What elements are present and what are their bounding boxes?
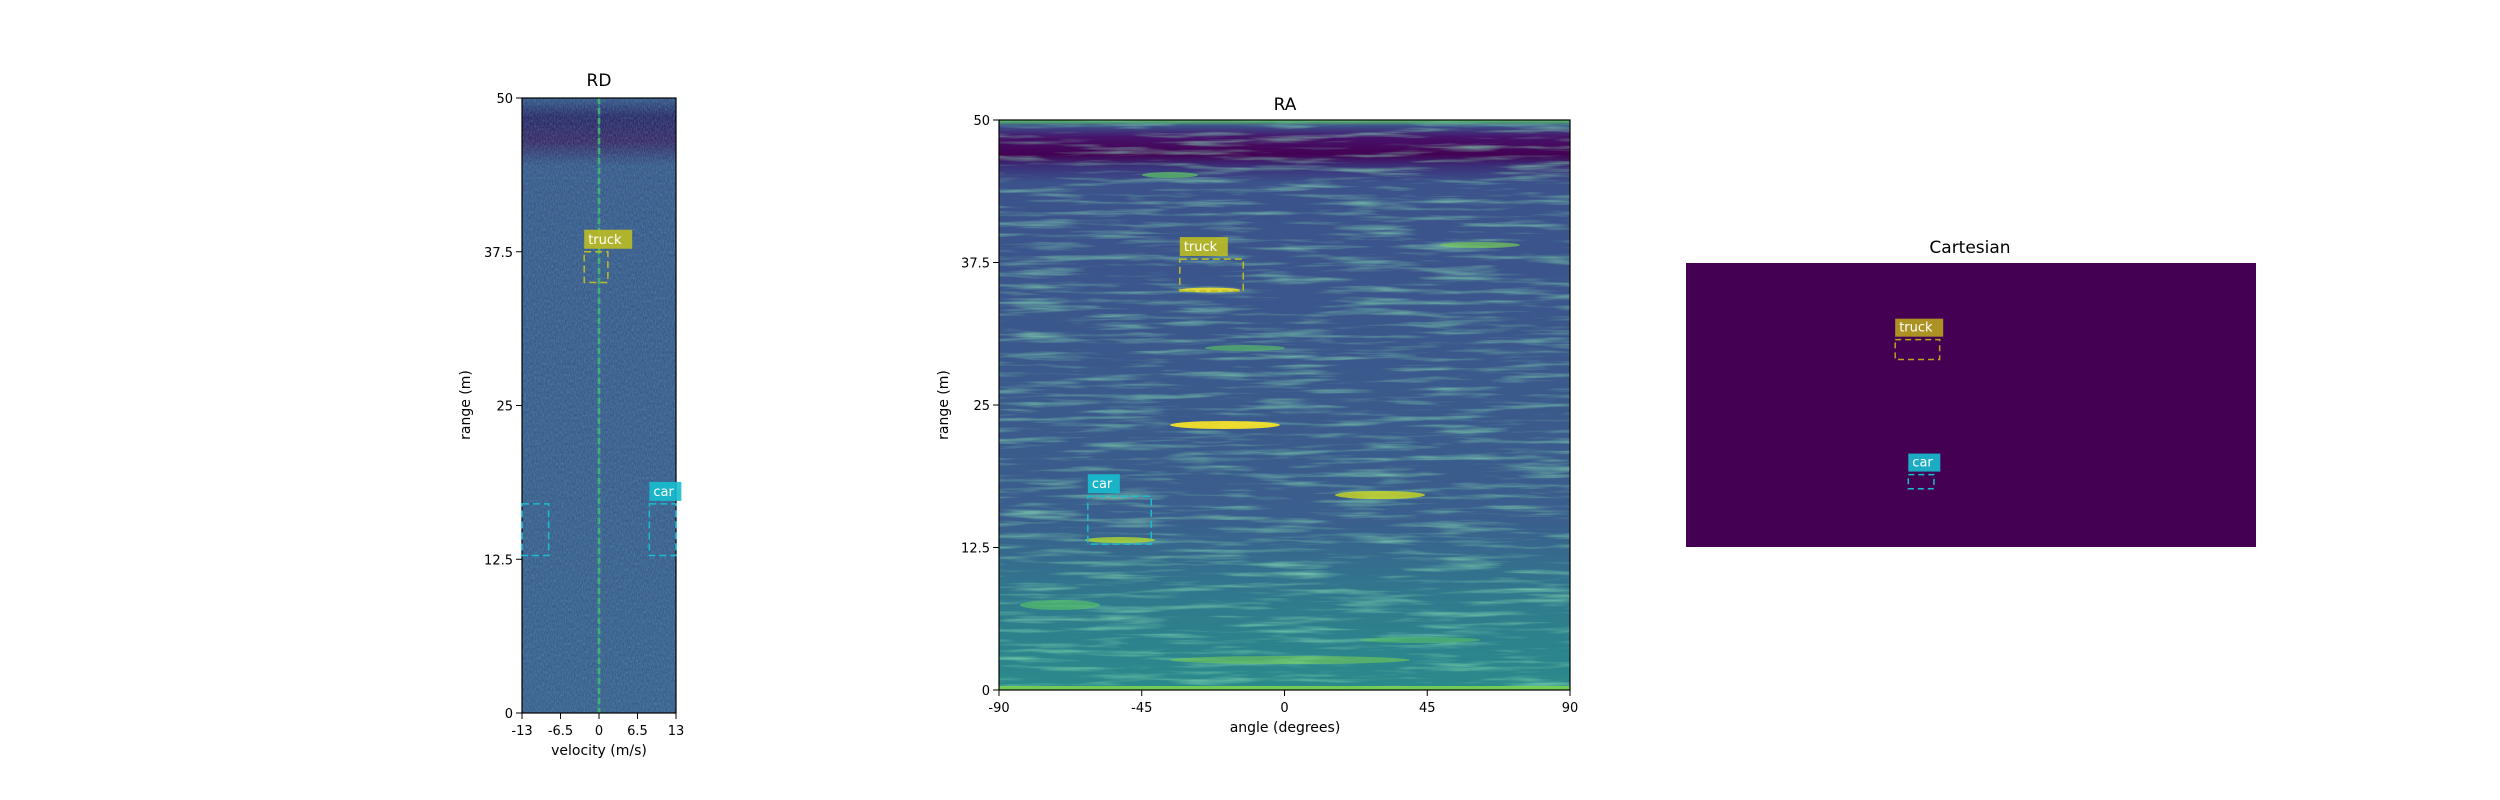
- cartesian-heatmap: [1686, 263, 2256, 547]
- rd-panel: RD -13 -6.5 0 6.5 13 0 12.5 25 37.5 50 truck car v…: [458, 71, 684, 759]
- rd-xtick-label: 13: [668, 724, 685, 739]
- ra-boxes: truck car: [1087, 237, 1245, 545]
- rd-ytick-label: 0: [505, 707, 513, 722]
- ra-bbox-label: truck: [1184, 240, 1218, 255]
- ra-ytick-label: 37.5: [961, 257, 990, 272]
- rd-axes: -13 -6.5 0 6.5 13 0 12.5 25 37.5 50: [484, 92, 684, 739]
- cartesian-bbox-truck: [1894, 338, 1941, 361]
- rd-ytick-label: 50: [496, 92, 513, 107]
- rd-ytick-label: 12.5: [484, 553, 513, 568]
- ra-xtick-label: -45: [1131, 701, 1152, 716]
- rd-xlabel: velocity (m/s): [551, 743, 647, 759]
- rd-boxes: truck car: [521, 229, 682, 557]
- ra-bbox-label-bg: [1087, 474, 1120, 494]
- ra-xtick-label: 90: [1562, 701, 1579, 716]
- rd-ytick-label: 37.5: [484, 246, 513, 261]
- rd-bbox-label: truck: [588, 233, 622, 248]
- cartesian-bbox-label: car: [1912, 456, 1933, 471]
- ra-ytick-label: 50: [973, 114, 990, 129]
- rd-heatmap: [522, 98, 676, 713]
- ra-ytick-label: 0: [982, 684, 990, 699]
- cartesian-bbox-car: [1907, 473, 1935, 490]
- rd-xtick-label: -6.5: [548, 724, 573, 739]
- ra-xlabel: angle (degrees): [1230, 720, 1341, 736]
- ra-ytick-label: 12.5: [961, 542, 990, 557]
- rd-bbox-truck: [583, 251, 609, 284]
- ra-xtick-label: 45: [1419, 701, 1436, 716]
- rd-ytick-label: 25: [496, 400, 513, 415]
- rd-xtick-label: 6.5: [627, 724, 648, 739]
- ra-ylabel: range (m): [936, 370, 952, 440]
- cartesian-panel: Cartesian truck car: [1686, 238, 2256, 547]
- rd-bbox-unlabeled: [521, 503, 550, 557]
- rd-ylabel: range (m): [458, 370, 474, 440]
- ra-bbox-label: car: [1092, 477, 1113, 492]
- rd-xtick-label: 0: [595, 724, 603, 739]
- cartesian-bbox-label: truck: [1899, 321, 1933, 336]
- rd-xtick-label: -13: [511, 724, 532, 739]
- ra-bbox-car: [1087, 495, 1153, 545]
- ra-xtick-label: 0: [1280, 701, 1288, 716]
- cartesian-bbox-label-bg: [1908, 453, 1941, 472]
- rd-bbox-label-bg: [584, 229, 633, 249]
- rd-title: RD: [587, 71, 612, 91]
- rd-bbox-label: car: [653, 485, 674, 500]
- ra-ytick-label: 25: [973, 399, 990, 414]
- ra-bbox-truck: [1179, 258, 1245, 292]
- rd-bbox-car: [648, 503, 677, 557]
- cartesian-bbox-label-bg: [1895, 318, 1944, 337]
- ra-heatmap: [999, 120, 1570, 690]
- ra-bbox-label-bg: [1179, 237, 1228, 257]
- cartesian-title: Cartesian: [1929, 238, 2010, 258]
- ra-axes: -90 -45 0 45 90 0 12.5 25 37.5 50: [961, 114, 1578, 716]
- cartesian-boxes: truck car: [1894, 318, 1944, 490]
- rd-bbox-label-bg: [649, 481, 682, 501]
- ra-panel: RA -90 -45 0 45 90 0 12.5 25 37.5 50 truck car ang…: [936, 95, 1578, 736]
- ra-xtick-label: -90: [988, 701, 1009, 716]
- ra-title: RA: [1274, 95, 1297, 115]
